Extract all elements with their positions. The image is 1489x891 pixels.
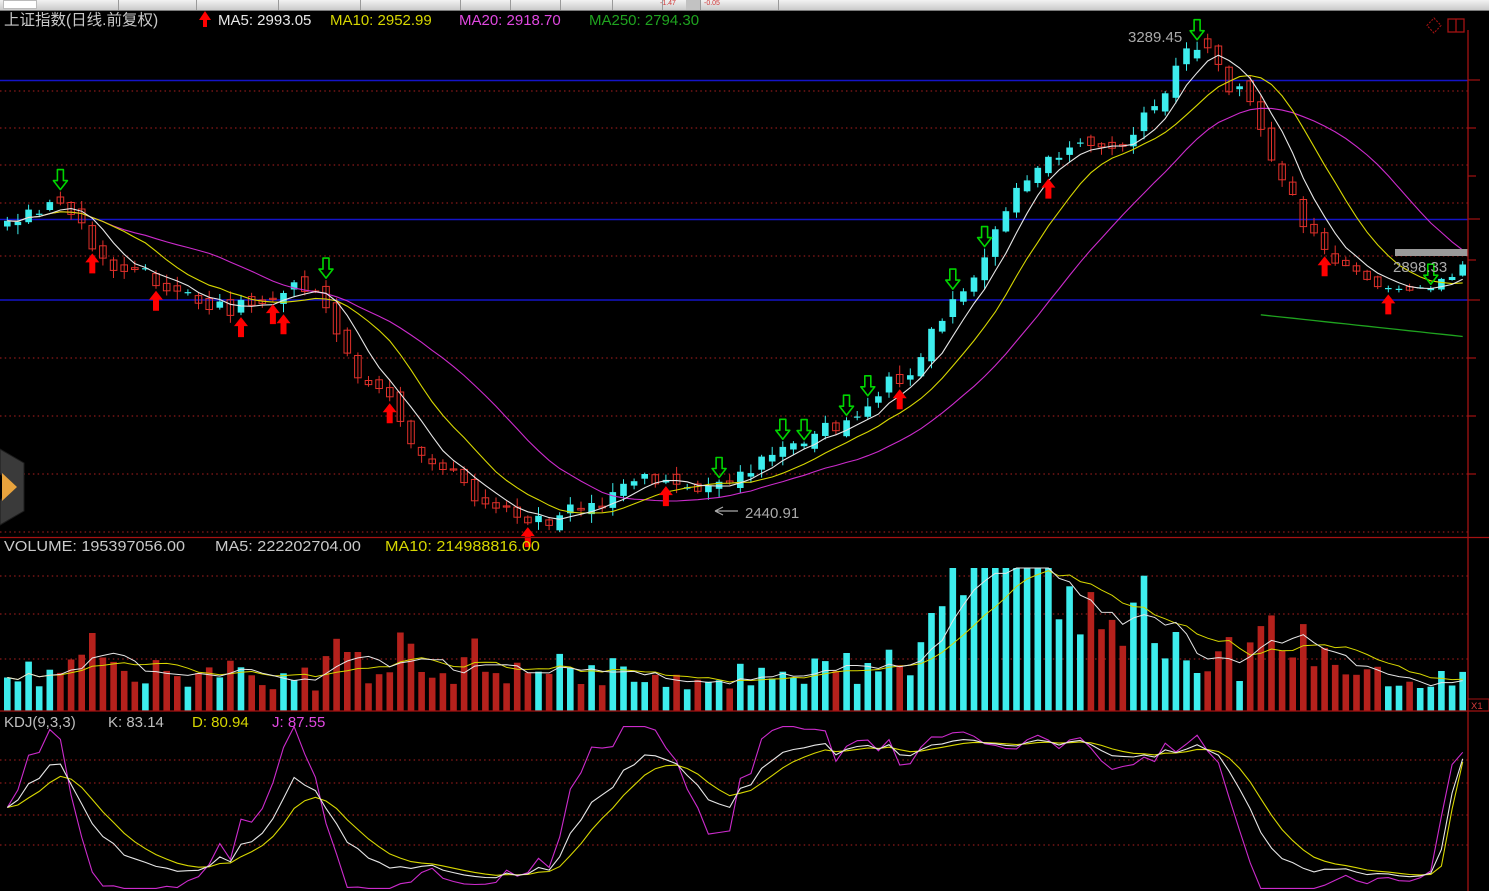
svg-text:MA250: 2794.30: MA250: 2794.30: [589, 12, 699, 29]
svg-text:D: 80.94: D: 80.94: [192, 714, 249, 731]
svg-text:上证指数(日线.前复权): 上证指数(日线.前复权): [4, 11, 158, 29]
svg-text:MA10: 2952.99: MA10: 2952.99: [330, 12, 432, 29]
svg-text:MA20: 2918.70: MA20: 2918.70: [459, 12, 561, 29]
svg-text:2898.33: 2898.33: [1393, 259, 1447, 276]
svg-text:VOLUME: 195397056.00: VOLUME: 195397056.00: [4, 539, 185, 555]
svg-text:J: 87.55: J: 87.55: [272, 714, 325, 731]
svg-text:KDJ(9,3,3): KDJ(9,3,3): [4, 714, 76, 731]
svg-text:3289.45: 3289.45: [1128, 29, 1182, 46]
svg-text:MA10: 214988816.00: MA10: 214988816.00: [385, 539, 540, 555]
svg-text:2440.91: 2440.91: [745, 505, 799, 522]
svg-text:K: 83.14: K: 83.14: [108, 714, 164, 731]
svg-text:X1: X1: [1471, 701, 1483, 712]
svg-text:MA5: 2993.05: MA5: 2993.05: [218, 12, 311, 29]
svg-text:MA5: 222202704.00: MA5: 222202704.00: [215, 539, 361, 555]
